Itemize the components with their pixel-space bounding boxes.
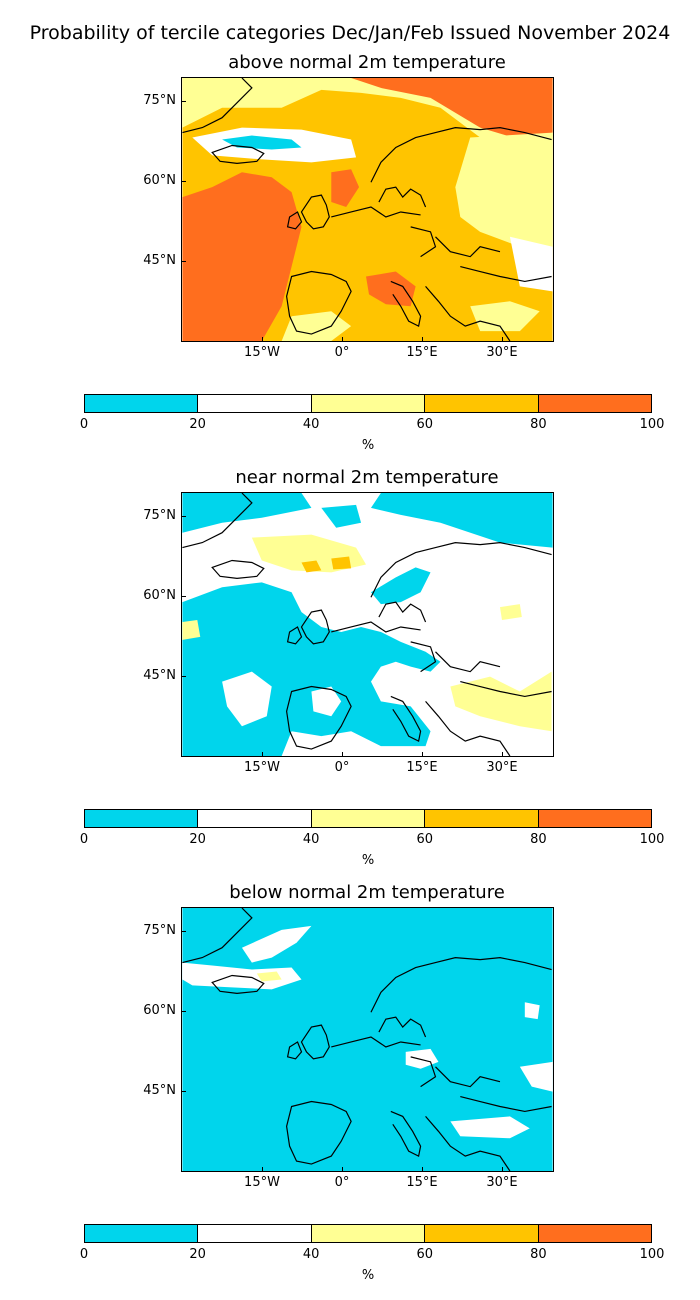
- latitude-label: 45°N: [143, 253, 176, 268]
- longitude-label: 30°E: [486, 345, 518, 360]
- colorbar: [84, 394, 652, 413]
- latitude-label: 75°N: [143, 923, 176, 938]
- colorbar-tick-label: 40: [302, 417, 320, 432]
- latitude-tick: [181, 676, 186, 677]
- colorbar-tick-label: 20: [189, 417, 206, 432]
- latitude-tick: [181, 1091, 186, 1092]
- colorbar-tick-label: 40: [302, 1247, 320, 1262]
- colorbar-tick-label: 60: [416, 1247, 434, 1262]
- longitude-tick: [422, 752, 423, 757]
- colorbar: [84, 1224, 652, 1243]
- colorbar-segment: [425, 395, 539, 412]
- colorbar-segment: [425, 810, 539, 827]
- longitude-tick: [502, 752, 503, 757]
- longitude-tick: [342, 1167, 343, 1172]
- longitude-label: 15°W: [244, 345, 280, 360]
- map-canvas: [182, 493, 553, 756]
- colorbar-tick-label: 80: [530, 1247, 547, 1262]
- panel-title: near normal 2m temperature: [235, 467, 499, 488]
- colorbar-tick-label: 100: [639, 417, 665, 432]
- longitude-tick: [422, 337, 423, 342]
- colorbar-tick-label: 20: [189, 832, 206, 847]
- map-canvas: [182, 908, 553, 1171]
- longitude-tick: [342, 337, 343, 342]
- colorbar-segment: [198, 810, 312, 827]
- longitude-label: 15°W: [244, 760, 280, 775]
- latitude-tick: [181, 181, 186, 182]
- colorbar-tick-label: 80: [530, 417, 547, 432]
- colorbar-segment: [425, 1225, 539, 1242]
- colorbar-tick-label: 80: [530, 832, 547, 847]
- colorbar-segment: [538, 395, 652, 412]
- figure-title: Probability of tercile categories Dec/Ja…: [29, 22, 671, 44]
- colorbar-segment: [85, 395, 199, 412]
- panel-title: below normal 2m temperature: [229, 882, 505, 903]
- colorbar-tick-label: 0: [79, 832, 89, 847]
- longitude-label: 15°E: [406, 760, 438, 775]
- longitude-label: 15°E: [406, 345, 438, 360]
- panel-title: above normal 2m temperature: [228, 52, 506, 73]
- longitude-tick: [502, 1167, 503, 1172]
- colorbar-tick-label: 100: [639, 832, 665, 847]
- colorbar-tick-label: 0: [79, 417, 89, 432]
- colorbar-tick-label: 60: [416, 417, 434, 432]
- map-canvas: [182, 78, 553, 341]
- latitude-tick: [181, 261, 186, 262]
- latitude-tick: [181, 596, 186, 597]
- latitude-label: 60°N: [143, 173, 176, 188]
- colorbar-segment: [311, 395, 426, 412]
- latitude-label: 75°N: [143, 508, 176, 523]
- longitude-tick: [262, 1167, 263, 1172]
- longitude-tick: [502, 337, 503, 342]
- colorbar-segment: [538, 810, 652, 827]
- latitude-label: 60°N: [143, 1003, 176, 1018]
- longitude-tick: [342, 752, 343, 757]
- latitude-tick: [181, 516, 186, 517]
- colorbar-segment: [198, 1225, 312, 1242]
- longitude-tick: [422, 1167, 423, 1172]
- latitude-label: 60°N: [143, 588, 176, 603]
- longitude-label: 30°E: [486, 760, 518, 775]
- latitude-label: 45°N: [143, 1083, 176, 1098]
- colorbar-unit: %: [361, 1268, 375, 1283]
- colorbar-unit: %: [361, 853, 375, 868]
- colorbar: [84, 809, 652, 828]
- latitude-label: 75°N: [143, 93, 176, 108]
- latitude-tick: [181, 101, 186, 102]
- colorbar-segment: [311, 1225, 426, 1242]
- map-above: [181, 77, 554, 342]
- map-below: [181, 907, 554, 1172]
- longitude-label: 30°E: [486, 1175, 518, 1190]
- latitude-tick: [181, 931, 186, 932]
- colorbar-segment: [538, 1225, 652, 1242]
- latitude-tick: [181, 1011, 186, 1012]
- colorbar-tick-label: 100: [639, 1247, 665, 1262]
- colorbar-segment: [198, 395, 312, 412]
- colorbar-tick-label: 0: [79, 1247, 89, 1262]
- colorbar-tick-label: 20: [189, 1247, 206, 1262]
- map-near: [181, 492, 554, 757]
- longitude-label: 15°W: [244, 1175, 280, 1190]
- longitude-label: 0°: [334, 760, 350, 775]
- colorbar-tick-label: 40: [302, 832, 320, 847]
- colorbar-tick-label: 60: [416, 832, 434, 847]
- colorbar-segment: [311, 810, 426, 827]
- colorbar-segment: [85, 1225, 199, 1242]
- latitude-label: 45°N: [143, 668, 176, 683]
- longitude-label: 0°: [334, 1175, 350, 1190]
- colorbar-segment: [85, 810, 199, 827]
- longitude-tick: [262, 752, 263, 757]
- longitude-label: 15°E: [406, 1175, 438, 1190]
- colorbar-unit: %: [361, 438, 375, 453]
- longitude-label: 0°: [334, 345, 350, 360]
- longitude-tick: [262, 337, 263, 342]
